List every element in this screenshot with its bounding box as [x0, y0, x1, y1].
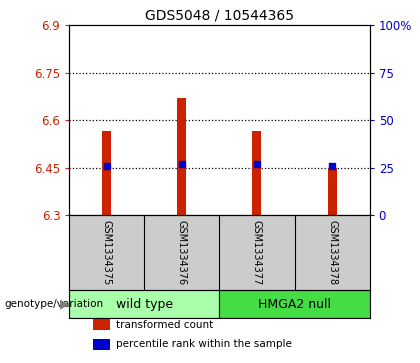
Text: GSM1334375: GSM1334375 — [102, 220, 112, 285]
Text: GSM1334376: GSM1334376 — [177, 220, 187, 285]
Bar — [328, 168, 336, 215]
Title: GDS5048 / 10544365: GDS5048 / 10544365 — [145, 9, 294, 23]
Bar — [93, 319, 110, 330]
Text: ▶: ▶ — [60, 298, 70, 311]
Bar — [69, 290, 220, 318]
Text: GSM1334377: GSM1334377 — [252, 220, 262, 285]
Bar — [177, 98, 186, 215]
Text: genotype/variation: genotype/variation — [4, 299, 103, 309]
Text: transformed count: transformed count — [116, 320, 213, 330]
Text: GSM1334378: GSM1334378 — [327, 220, 337, 285]
Bar — [93, 339, 110, 350]
Text: wild type: wild type — [116, 298, 173, 311]
Bar — [252, 131, 262, 215]
Text: percentile rank within the sample: percentile rank within the sample — [116, 339, 292, 349]
Bar — [220, 290, 370, 318]
Bar — [102, 131, 111, 215]
Text: HMGA2 null: HMGA2 null — [258, 298, 331, 311]
